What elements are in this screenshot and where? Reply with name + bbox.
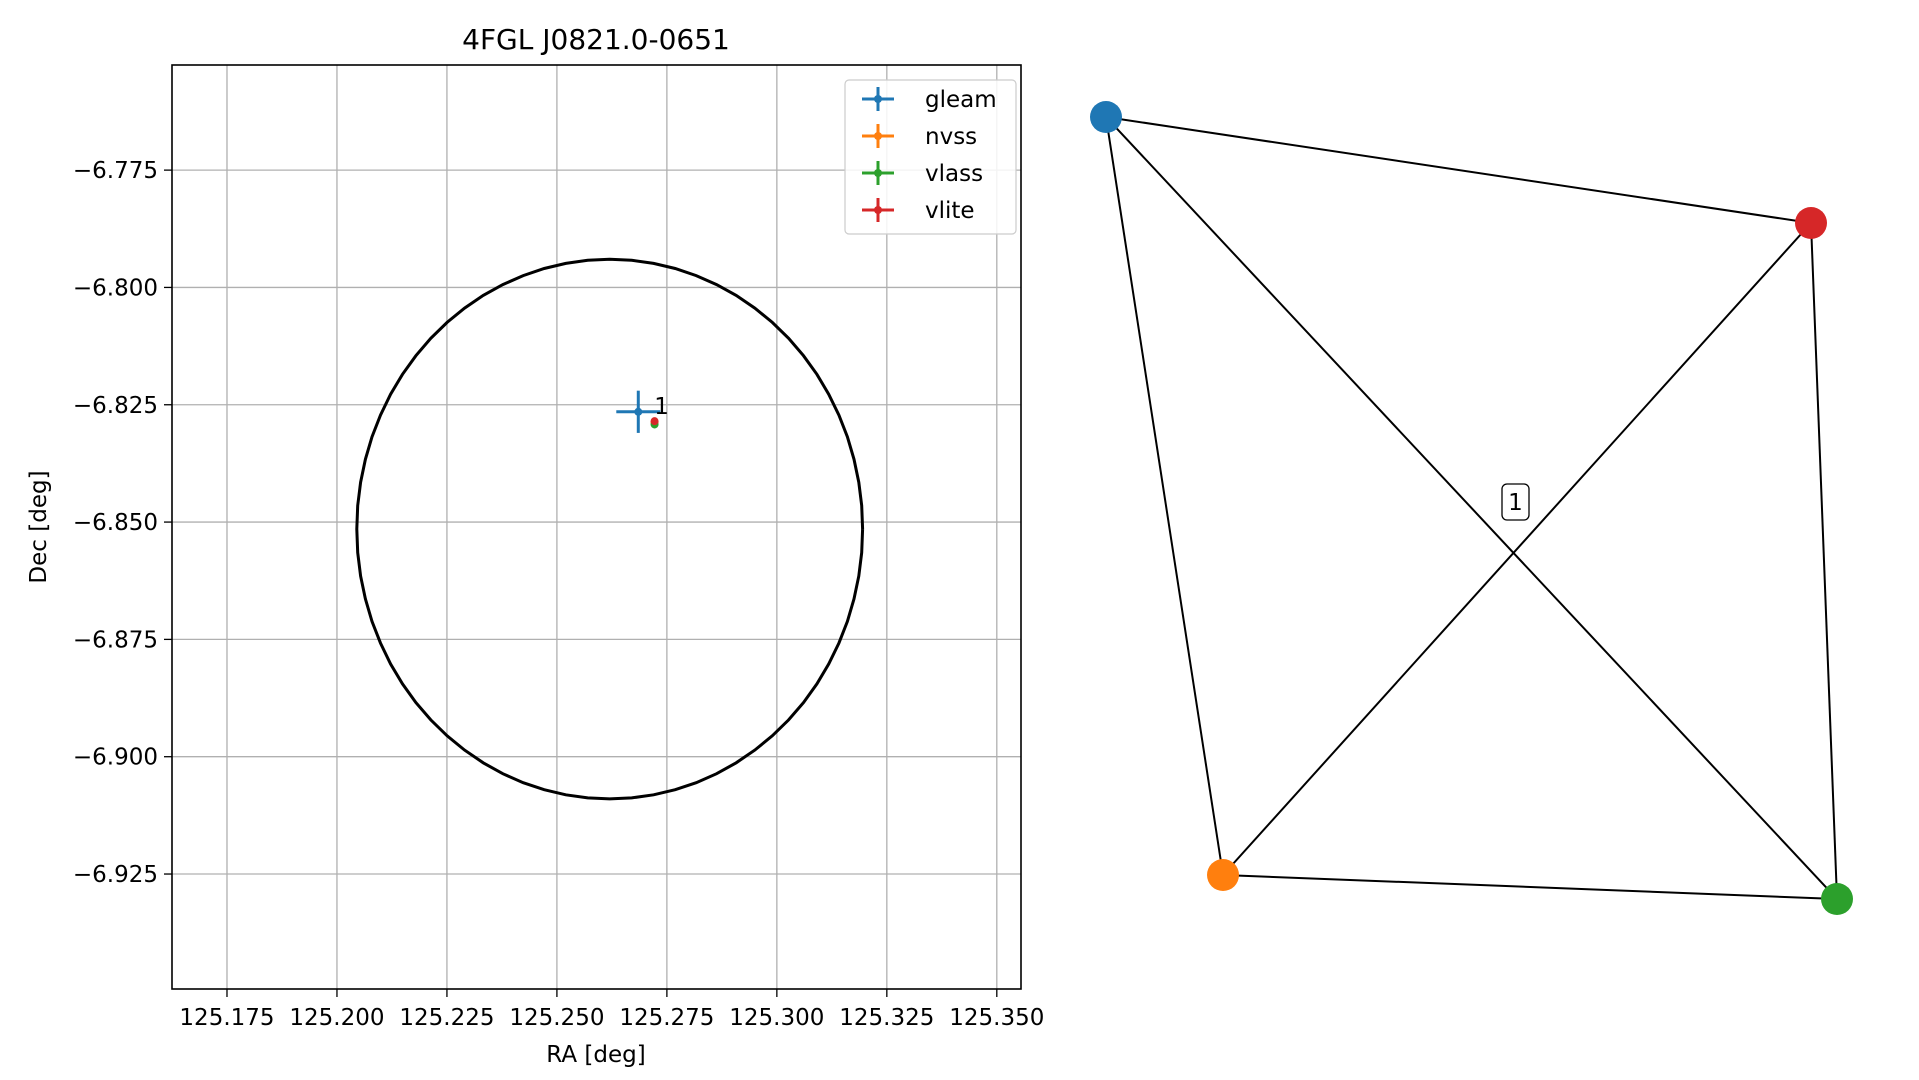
legend-marker bbox=[874, 169, 882, 177]
x-ticks: 125.175 125.200 125.225 125.250 125.275 125.3… bbox=[179, 989, 1044, 1031]
y-tick-label: −6.850 bbox=[73, 510, 158, 536]
y-axis-label: Dec [deg] bbox=[26, 470, 52, 583]
y-tick-label: −6.875 bbox=[73, 627, 158, 653]
legend-label: vlite bbox=[925, 198, 975, 224]
graph-edges bbox=[1105, 116, 1838, 900]
x-tick-label: 125.200 bbox=[289, 1005, 384, 1031]
legend-frame bbox=[844, 79, 1017, 235]
x-tick-label: 125.350 bbox=[949, 1005, 1044, 1031]
legend-item-vlite: vlite bbox=[862, 198, 975, 224]
axes-frame bbox=[171, 64, 1022, 990]
legend-item-vlass: vlass bbox=[862, 161, 983, 187]
point-vlite bbox=[650, 417, 659, 426]
node-nvss bbox=[1207, 859, 1239, 891]
legend-label: nvss bbox=[925, 124, 977, 150]
legend-marker bbox=[874, 206, 882, 214]
x-tick-label: 125.225 bbox=[399, 1005, 494, 1031]
graph-nodes bbox=[1090, 101, 1853, 915]
edge-gleam-nvss bbox=[1105, 116, 1224, 876]
node-vlite bbox=[1795, 207, 1827, 239]
point-gleam bbox=[616, 390, 661, 433]
legend-item-gleam: gleam bbox=[862, 87, 997, 113]
legend: gleam nvss vlass vlite bbox=[844, 79, 1017, 235]
y-tick-label: −6.825 bbox=[73, 393, 158, 419]
legend-item-nvss: nvss bbox=[862, 124, 977, 150]
chart-title: 4FGL J0821.0-0651 bbox=[462, 23, 730, 56]
x-tick-label: 125.175 bbox=[179, 1005, 274, 1031]
network-panel: 1 bbox=[1090, 101, 1853, 915]
data-points bbox=[616, 390, 661, 433]
marker bbox=[634, 407, 643, 416]
grid bbox=[172, 65, 1021, 989]
y-tick-label: −6.900 bbox=[73, 745, 158, 771]
x-tick-label: 125.250 bbox=[509, 1005, 604, 1031]
node-vlass bbox=[1821, 883, 1853, 915]
legend-marker bbox=[874, 132, 882, 140]
y-tick-label: −6.775 bbox=[73, 158, 158, 184]
x-tick-label: 125.300 bbox=[729, 1005, 824, 1031]
scatter-panel: 125.175 125.200 125.225 125.250 125.275 125.3… bbox=[26, 23, 1044, 1068]
legend-label: gleam bbox=[925, 87, 997, 113]
legend-marker bbox=[874, 95, 882, 103]
edge-vlite-nvss bbox=[1222, 222, 1812, 876]
y-tick-label: −6.800 bbox=[73, 275, 158, 301]
y-tick-label: −6.925 bbox=[73, 862, 158, 888]
marker bbox=[650, 417, 659, 426]
legend-label: vlass bbox=[925, 161, 983, 187]
error-circle bbox=[355, 257, 865, 801]
node-gleam bbox=[1090, 101, 1122, 133]
edge-gleam-vlass bbox=[1105, 116, 1838, 900]
graph-label: 1 bbox=[1508, 490, 1523, 516]
graph-label-box: 1 bbox=[1501, 483, 1530, 521]
edge-vlite-vlass bbox=[1810, 222, 1838, 900]
x-axis-label: RA [deg] bbox=[546, 1042, 645, 1068]
annotation-label: 1 bbox=[654, 394, 669, 420]
y-ticks: −6.775 −6.800 −6.825 −6.850 −6.875 −6.900 −6.9… bbox=[73, 158, 172, 888]
edge-gleam-vlite bbox=[1105, 116, 1812, 224]
x-tick-label: 125.275 bbox=[619, 1005, 714, 1031]
edge-nvss-vlass bbox=[1222, 874, 1838, 900]
x-tick-label: 125.325 bbox=[839, 1005, 934, 1031]
